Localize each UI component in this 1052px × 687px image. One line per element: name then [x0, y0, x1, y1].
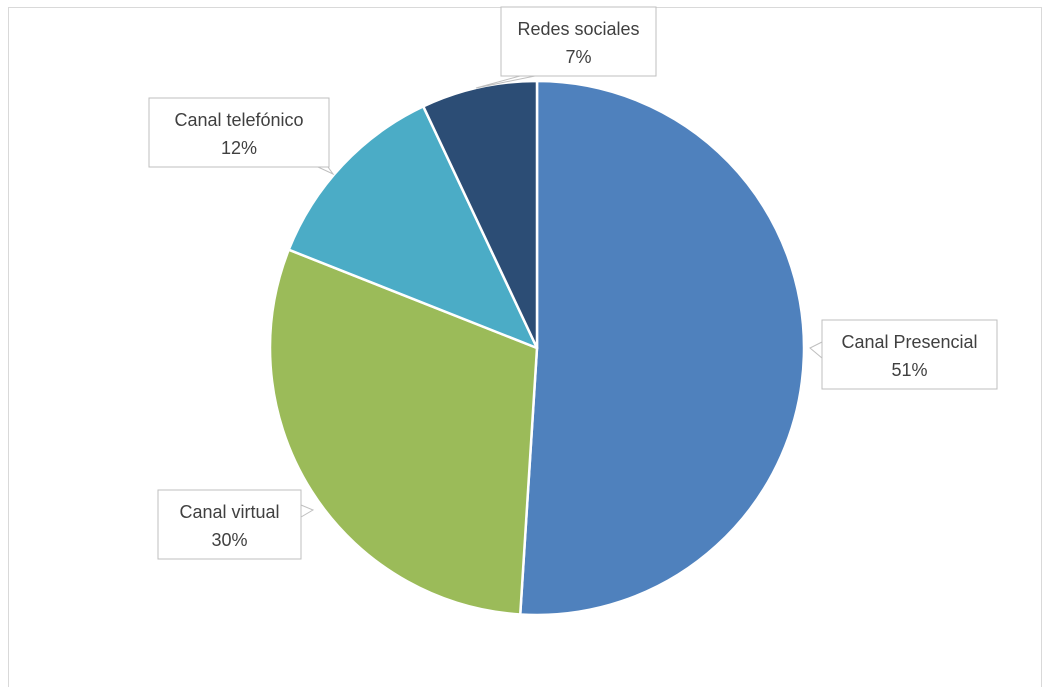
callout-box	[500, 6, 657, 77]
callout-pointer	[300, 504, 315, 518]
callout-pointer	[809, 341, 823, 360]
data-label-category: Canal virtual	[179, 502, 279, 522]
data-label-percent: 51%	[891, 360, 927, 380]
callout-pointer	[317, 166, 335, 176]
callout-canal-telefonico: Canal telefónico 12%	[148, 97, 335, 176]
callout-box	[157, 489, 302, 560]
callout-canal-virtual: Canal virtual 30%	[157, 489, 315, 560]
callout-pointer	[475, 75, 536, 89]
data-label-percent: 7%	[565, 47, 591, 67]
data-label-category: Canal telefónico	[174, 110, 303, 130]
data-label-percent: 12%	[221, 138, 257, 158]
callout-redes-sociales: Redes sociales 7%	[475, 6, 657, 89]
data-label-percent: 30%	[211, 530, 247, 550]
callout-canal-presencial: Canal Presencial 51%	[809, 319, 998, 390]
data-label-category: Redes sociales	[517, 19, 639, 39]
pie-slice-canal-virtual	[268, 248, 539, 616]
pie-slice-canal-telefonico	[287, 105, 539, 350]
callout-box	[821, 319, 998, 390]
data-label-category: Canal Presencial	[841, 332, 977, 352]
pie-slice-canal-presencial	[518, 79, 806, 617]
callout-box	[148, 97, 330, 168]
